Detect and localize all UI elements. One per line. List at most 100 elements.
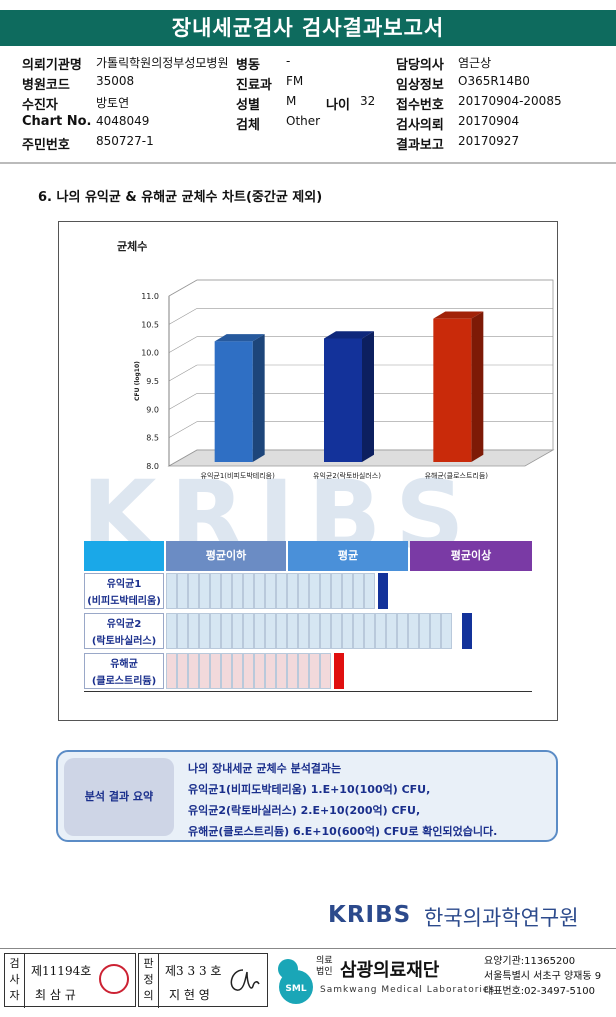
age-label: 나이 <box>326 98 350 113</box>
bar-chart: 균체수 8.0 8.5 9.0 9.5 10.0 10.5 11.0 CFU (log10) 유익… <box>117 239 555 480</box>
summary-line: 유익균1(비피도박테리움) 1.E+10(100억) CFU, <box>188 783 431 796</box>
summary-line: 유익균2(락토바실러스) 2.E+10(200억) CFU, <box>188 804 421 817</box>
level-header-3: 평균이상 <box>410 541 532 571</box>
grid-diag <box>168 364 198 382</box>
level-cell <box>232 653 243 689</box>
level-cell <box>265 653 276 689</box>
clinical-label: 임상정보 <box>396 78 444 93</box>
chart-title: 균체수 <box>117 239 147 253</box>
level-cell <box>320 653 331 689</box>
y-tick-label: 9.0 <box>146 405 159 414</box>
level-row-name: 유익균1 <box>106 579 142 590</box>
receipt-label: 접수번호 <box>396 98 444 113</box>
sml-prefix: 의료법인 <box>316 956 333 977</box>
level-row-label: 유해균 (클로스트리듐) <box>84 653 164 689</box>
grid-diag <box>168 393 198 410</box>
info-row-4: Chart No. 4048049 검체 Other 검사의뢰 20170904 <box>22 114 616 133</box>
level-cell <box>254 613 265 649</box>
level-cell <box>210 653 221 689</box>
bar-top <box>214 334 265 342</box>
level-row-species: (락토바실러스) <box>91 636 157 647</box>
level-cell <box>298 653 309 689</box>
level-cell <box>353 573 364 609</box>
approver-signature-icon <box>230 969 260 991</box>
level-cell <box>177 573 188 609</box>
level-cell <box>309 573 320 609</box>
level-cell <box>320 613 331 649</box>
level-cell <box>430 613 441 649</box>
sml-address: 서울특별시 서초구 양재동 9 <box>484 971 602 982</box>
level-row-label: 유익균2 (락토바실러스) <box>84 613 164 649</box>
y-tick-label: 8.5 <box>146 434 159 443</box>
level-marker <box>378 573 389 609</box>
kribs-logo: KRIBS <box>328 902 412 928</box>
level-cell <box>199 613 210 649</box>
level-cell <box>408 613 419 649</box>
level-cell <box>210 613 221 649</box>
level-cell <box>188 613 199 649</box>
summary-label: 분석 결과 요약 <box>64 758 174 836</box>
examiner-license: 제11194호 <box>31 964 92 978</box>
approver-license: 제3 3 3 호 <box>165 964 222 978</box>
examiner-name: 최 삼 규 <box>35 988 76 1002</box>
level-cell <box>221 653 232 689</box>
info-row-5: 주민번호 850727-1 결과보고 20170927 <box>22 134 616 153</box>
level-cell <box>276 613 287 649</box>
bar-side <box>362 331 374 462</box>
dept-value: FM <box>286 74 304 88</box>
requested-label: 검사의뢰 <box>396 118 444 133</box>
level-cell <box>166 613 177 649</box>
bar <box>324 338 362 462</box>
report-label: 결과보고 <box>396 138 444 153</box>
level-cell <box>199 653 210 689</box>
level-cell <box>375 613 386 649</box>
level-cell <box>342 573 353 609</box>
sml-logo-icon: SML <box>278 959 313 1004</box>
y-axis-label: CFU (log10) <box>134 361 141 401</box>
level-cell <box>254 653 265 689</box>
level-cell <box>188 653 199 689</box>
section-title: 6. 나의 유익균 & 유해균 균체수 차트(중간균 제외) <box>38 190 323 205</box>
report-value: 20170927 <box>458 134 520 148</box>
approver-label: 판정의 <box>139 954 159 1008</box>
grid-diag <box>168 449 198 467</box>
level-cell <box>287 653 298 689</box>
level-header-1: 평균이하 <box>166 541 286 571</box>
summary-line: 나의 장내세균 균체수 분석결과는 <box>188 762 342 775</box>
approver-box: 판정의 제3 3 3 호 지 현 영 <box>138 953 268 1008</box>
footer: 검사자 제11194호 최 삼 규 판정의 제3 3 3 호 지 현 영 SML <box>0 948 616 1017</box>
level-cell <box>221 613 232 649</box>
level-cell <box>309 613 320 649</box>
level-cell <box>331 573 342 609</box>
y-tick-label: 10.0 <box>141 349 159 358</box>
info-row-1: 의뢰기관명 가톨릭학원의정부성모병원 병동 - 담당의사 염근상 <box>22 54 616 73</box>
y-tick-label: 9.5 <box>146 377 159 386</box>
sml-english-name: Samkwang Medical Laboratories <box>320 985 496 995</box>
ward-label: 병동 <box>236 58 260 73</box>
level-header-2: 평균 <box>288 541 408 571</box>
level-cell <box>254 573 265 609</box>
resident-label: 주민번호 <box>22 138 70 153</box>
level-cell <box>265 613 276 649</box>
level-cell <box>364 613 375 649</box>
level-cell <box>353 613 364 649</box>
level-cell <box>232 613 243 649</box>
clinical-value: O365R14B0 <box>458 74 530 88</box>
level-table-baseline <box>84 691 532 692</box>
hospital-code-label: 병원코드 <box>22 78 70 93</box>
level-cell <box>243 613 254 649</box>
level-cell <box>331 613 342 649</box>
ward-value: - <box>286 54 291 68</box>
bar-top <box>324 331 374 339</box>
sml-name: 삼광의료재단 <box>340 960 440 981</box>
y-tick-label: 8.0 <box>146 462 159 471</box>
level-marker <box>334 653 345 689</box>
level-cell <box>276 573 287 609</box>
grid-diag <box>168 279 198 297</box>
level-row-species: (클로스트리듐) <box>91 676 157 687</box>
report-title: 장내세균검사 검사결과보고서 <box>0 10 616 46</box>
level-cell <box>188 573 199 609</box>
y-tick-label: 10.5 <box>141 320 159 329</box>
approver-name: 지 현 영 <box>169 988 210 1002</box>
level-row-name: 유해균 <box>110 659 138 670</box>
